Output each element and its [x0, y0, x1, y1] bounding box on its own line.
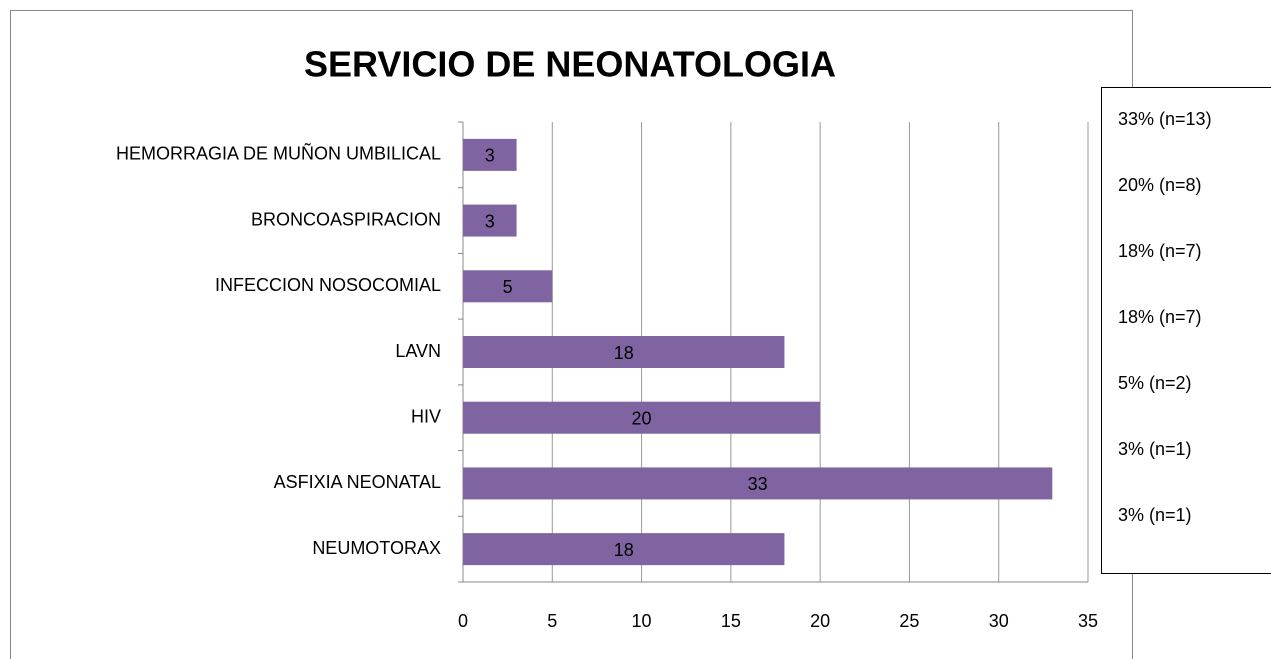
x-tick-label: 25 [899, 611, 919, 631]
bar [463, 270, 553, 303]
y-tick-label: LAVN [395, 341, 441, 361]
y-tick-label: NEUMOTORAX [312, 538, 441, 558]
data-label: 18 [614, 540, 634, 560]
annotation: 18% (n=7) [1118, 307, 1202, 327]
x-tick-label: 30 [989, 611, 1009, 631]
bar [463, 467, 1053, 500]
y-tick-label: HIV [411, 406, 441, 426]
data-label: 3 [485, 211, 495, 231]
annotation: 18% (n=7) [1118, 241, 1202, 261]
data-label: 33 [748, 474, 768, 494]
bar [463, 204, 517, 237]
y-tick-label: BRONCOASPIRACION [251, 209, 441, 229]
x-tick-label: 10 [632, 611, 652, 631]
annotation: 3% (n=1) [1118, 505, 1192, 525]
x-tick-label: 5 [547, 611, 557, 631]
data-label: 5 [503, 277, 513, 297]
y-tick-label: INFECCION NOSOCOMIAL [215, 275, 441, 295]
annotation: 33% (n=13) [1118, 109, 1212, 129]
annotation: 5% (n=2) [1118, 373, 1192, 393]
annotation: 20% (n=8) [1118, 175, 1202, 195]
bar [463, 533, 785, 566]
y-tick-label: HEMORRAGIA DE MUÑON UMBILICAL [116, 143, 441, 164]
y-tick-label: ASFIXIA NEONATAL [274, 472, 441, 492]
bar [463, 336, 785, 368]
data-label: 18 [614, 343, 634, 363]
annotation-box [1101, 87, 1271, 574]
data-label: 3 [485, 146, 495, 166]
bar [463, 401, 821, 434]
chart-title: SERVICIO DE NEONATOLOGIA [304, 44, 836, 85]
x-tick-label: 35 [1078, 611, 1098, 631]
data-label: 20 [632, 408, 652, 428]
x-tick-label: 0 [458, 611, 468, 631]
x-tick-label: 15 [721, 611, 741, 631]
annotation: 3% (n=1) [1118, 439, 1192, 459]
x-tick-label: 20 [810, 611, 830, 631]
bar [463, 138, 517, 171]
